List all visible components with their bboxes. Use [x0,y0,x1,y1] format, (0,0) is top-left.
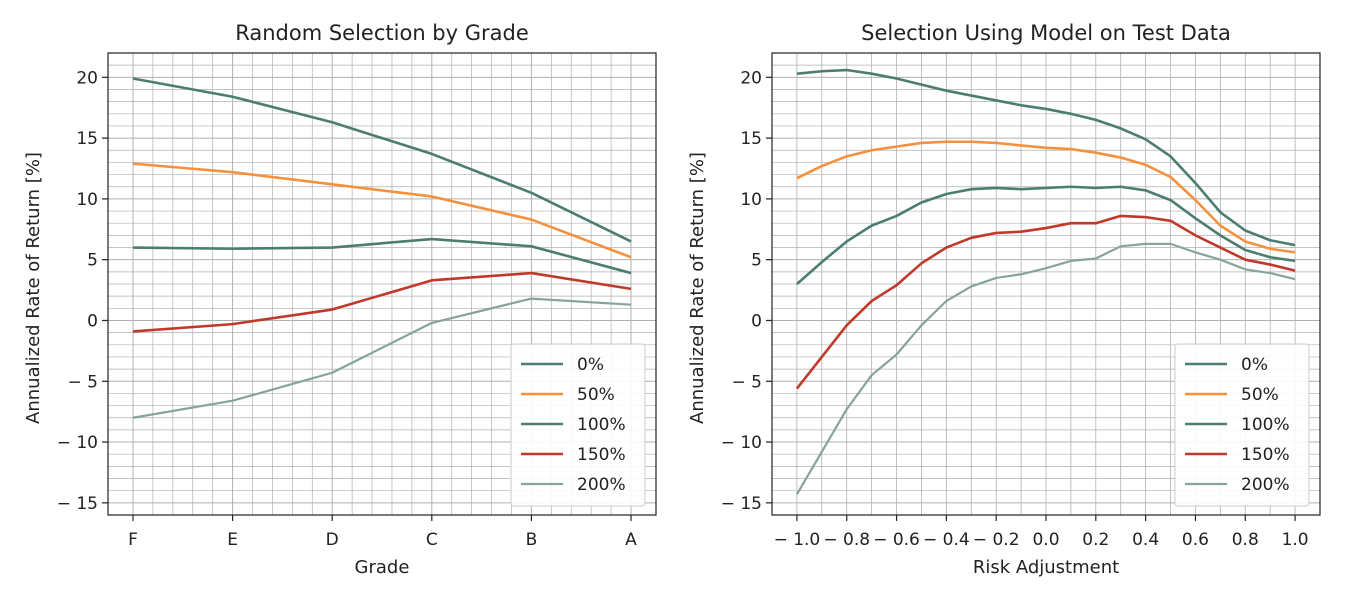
chart-title: Random Selection by Grade [235,21,529,45]
x-tick-label: 0.2 [1082,530,1109,550]
y-tick-label: 10 [76,190,98,210]
series-line-150pct [132,271,632,333]
y-tick-label: 5 [87,251,98,271]
y-tick-label: − 5 [68,372,98,392]
series-line-0pct [132,77,632,243]
legend-box [1174,343,1310,507]
series-line-100pct [796,185,1296,285]
y-tick-label: − 15 [57,494,98,514]
y-tick-label: − 10 [721,433,762,453]
y-axis-label: Annualized Rate of Return [%] [23,152,44,424]
y-tick-label: − 10 [57,433,98,453]
axes: − 15 − 10 − 5 0 5 10 15 20 F E D C B A [57,52,657,550]
x-tick-label: 0.8 [1232,530,1259,550]
legend-label: 150% [577,445,626,465]
legend-label: 50% [1241,385,1279,405]
series-line-150pct [795,214,1296,390]
series-line-0pct [796,68,1296,247]
series-lines [132,77,632,419]
x-tick-label: − 1.0 [774,530,821,550]
y-tick-label: − 15 [721,494,762,514]
series-line-50pct [796,140,1296,254]
x-axis-label: Grade [355,557,410,578]
x-tick-label: 1.0 [1282,530,1309,550]
series-lines [795,68,1296,495]
axes: − 15 − 10 − 5 0 5 10 15 20 − 1.0− 0.8− 0.6− 0.4−… [721,52,1321,550]
series-line-200pct [132,297,632,419]
x-tick-label: 0.0 [1032,530,1059,550]
x-tick-label: − 0.2 [973,530,1020,550]
x-tick-label: B [526,530,538,550]
legend-label: 0% [1241,355,1268,375]
chart-panel-right: − 15 − 10 − 5 0 5 10 15 20 − 1.0− 0.8− 0.6− 0.4−… [687,21,1321,578]
x-tick-label: 0.6 [1182,530,1209,550]
axes-frame [107,52,657,516]
series-line-200pct [795,242,1296,495]
y-tick-label: 5 [751,251,762,271]
x-tick-label: E [227,530,238,550]
x-tick-label: F [128,530,138,550]
legend-label: 150% [1241,445,1290,465]
y-tick-label: 15 [76,129,98,149]
legend-label: 0% [577,355,604,375]
x-tick-label: − 0.6 [873,530,920,550]
y-tick-label: 0 [87,311,98,331]
chart-panel-left: − 15 − 10 − 5 0 5 10 15 20 F E D C B A Random Selecti… [23,21,657,578]
legend-label: 200% [1241,475,1290,495]
x-tick-label: C [426,530,438,550]
legend-label: 100% [577,415,626,435]
legend-label: 200% [577,475,626,495]
y-tick-label: − 5 [732,372,762,392]
legend: 0% 50% 100% 150% 200% [1174,343,1310,507]
series-line-100pct [132,237,632,275]
chart-title: Selection Using Model on Test Data [861,21,1231,45]
x-tick-label: D [326,530,339,550]
legend-label: 50% [577,385,615,405]
legend-box [510,343,646,507]
x-tick-label: − 0.8 [823,530,870,550]
series-line-50pct [132,162,632,259]
legend: 0% 50% 100% 150% 200% [510,343,646,507]
x-tick-label: 0.4 [1132,530,1159,550]
legend-label: 100% [1241,415,1290,435]
y-tick-label: 20 [740,68,762,88]
x-tick-label: A [625,530,637,550]
y-axis-label: Annualized Rate of Return [%] [687,152,708,424]
y-tick-label: 15 [740,129,762,149]
y-tick-label: 20 [76,68,98,88]
y-tick-label: 10 [740,190,762,210]
y-tick-label: 0 [751,311,762,331]
x-tick-label: − 0.4 [923,530,970,550]
x-axis-label: Risk Adjustment [973,557,1119,578]
